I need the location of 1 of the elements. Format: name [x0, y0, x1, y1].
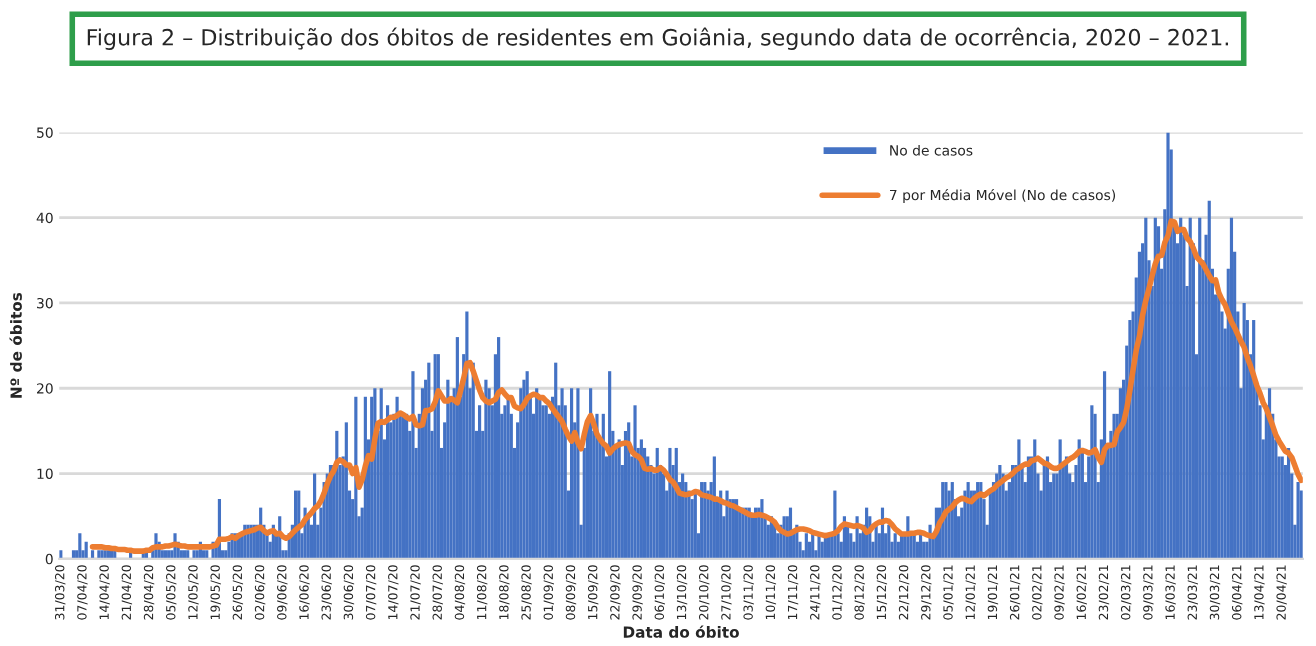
- chart-title: Figura 2 – Distribuição dos óbitos de residentes em Goiânia, segundo data de ocorrência, 2020 – 2021.: [87, 27, 1228, 50]
